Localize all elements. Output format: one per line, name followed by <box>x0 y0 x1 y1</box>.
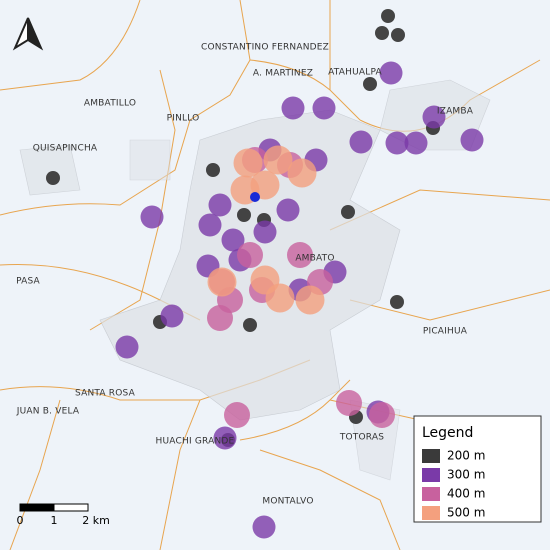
buffer-point <box>253 220 277 244</box>
buffer-point <box>287 242 313 268</box>
buffer-point <box>341 205 355 219</box>
buffer-point <box>404 131 428 155</box>
buffer-point <box>237 242 263 268</box>
buffer-point <box>390 295 404 309</box>
legend-label: 300 m <box>447 468 485 482</box>
place-label: SANTA ROSA <box>75 389 136 399</box>
buffer-point <box>295 285 325 315</box>
buffer-point <box>46 171 60 185</box>
north-arrow <box>12 17 44 51</box>
buffer-point <box>206 163 220 177</box>
place-label: TOTORAS <box>339 433 384 443</box>
legend-label: 500 m <box>447 506 485 520</box>
place-label: HUACHI GRANDE <box>156 437 235 447</box>
legend-swatch <box>422 468 440 482</box>
legend: Legend 200 m 300 m 400 m 500 m <box>413 415 542 523</box>
buffer-point <box>252 515 276 539</box>
place-labels: CONSTANTINO FERNANDEZ A. MARTINEZ ATAHUALP… <box>16 43 474 507</box>
buffer-point <box>369 402 395 428</box>
buffer-point <box>312 96 336 120</box>
buffer-point <box>287 158 317 188</box>
buffer-point <box>460 128 484 152</box>
buffer-points <box>46 9 484 539</box>
place-label: MONTALVO <box>262 497 313 507</box>
place-label: PICAIHUA <box>423 327 468 337</box>
buffer-point <box>385 131 409 155</box>
buffer-point <box>115 335 139 359</box>
place-label: ATAHUALPA <box>328 68 382 78</box>
buffer-point <box>250 170 280 200</box>
scale-bar: 0 1 2 km <box>17 503 110 527</box>
legend-title: Legend <box>422 425 473 441</box>
scale-label: 0 <box>17 514 24 527</box>
place-label: JUAN B. VELA <box>16 407 80 417</box>
buffer-point <box>233 148 263 178</box>
buffer-point <box>422 105 446 129</box>
buffer-point <box>391 28 405 42</box>
station-point <box>250 192 260 202</box>
buffer-point <box>336 390 362 416</box>
place-label: AMBATO <box>295 254 334 264</box>
buffer-point <box>265 283 295 313</box>
buffer-point <box>221 228 245 252</box>
place-label: IZAMBA <box>437 107 474 117</box>
buffer-point <box>208 193 232 217</box>
place-label: AMBATILLO <box>84 99 136 109</box>
buffer-point <box>276 198 300 222</box>
buffer-point <box>198 213 222 237</box>
legend-label: 200 m <box>447 449 485 463</box>
legend-items: 200 m 300 m 400 m 500 m <box>422 449 485 520</box>
scale-label: 2 km <box>82 514 110 527</box>
place-label: CONSTANTINO FERNANDEZ <box>201 43 329 53</box>
buffer-point <box>379 61 403 85</box>
legend-swatch <box>422 487 440 501</box>
place-label: PASA <box>16 277 40 287</box>
buffer-point <box>160 304 184 328</box>
buffer-point <box>213 426 237 450</box>
buffer-point <box>281 96 305 120</box>
buffer-point <box>363 77 377 91</box>
buffer-point <box>237 208 251 222</box>
buffer-point <box>381 9 395 23</box>
place-label: A. MARTINEZ <box>253 69 313 79</box>
place-label: PINLLO <box>167 114 200 124</box>
buffer-point <box>243 318 257 332</box>
buffer-point <box>349 130 373 154</box>
buffer-point <box>224 402 250 428</box>
buffer-point <box>207 267 237 297</box>
buffer-point <box>140 205 164 229</box>
buffer-point <box>375 26 389 40</box>
buffer-point <box>263 145 293 175</box>
scale-label: 1 <box>51 514 58 527</box>
legend-label: 400 m <box>447 487 485 501</box>
place-label: QUISAPINCHA <box>33 144 98 154</box>
legend-swatch <box>422 506 440 520</box>
legend-swatch <box>422 449 440 463</box>
